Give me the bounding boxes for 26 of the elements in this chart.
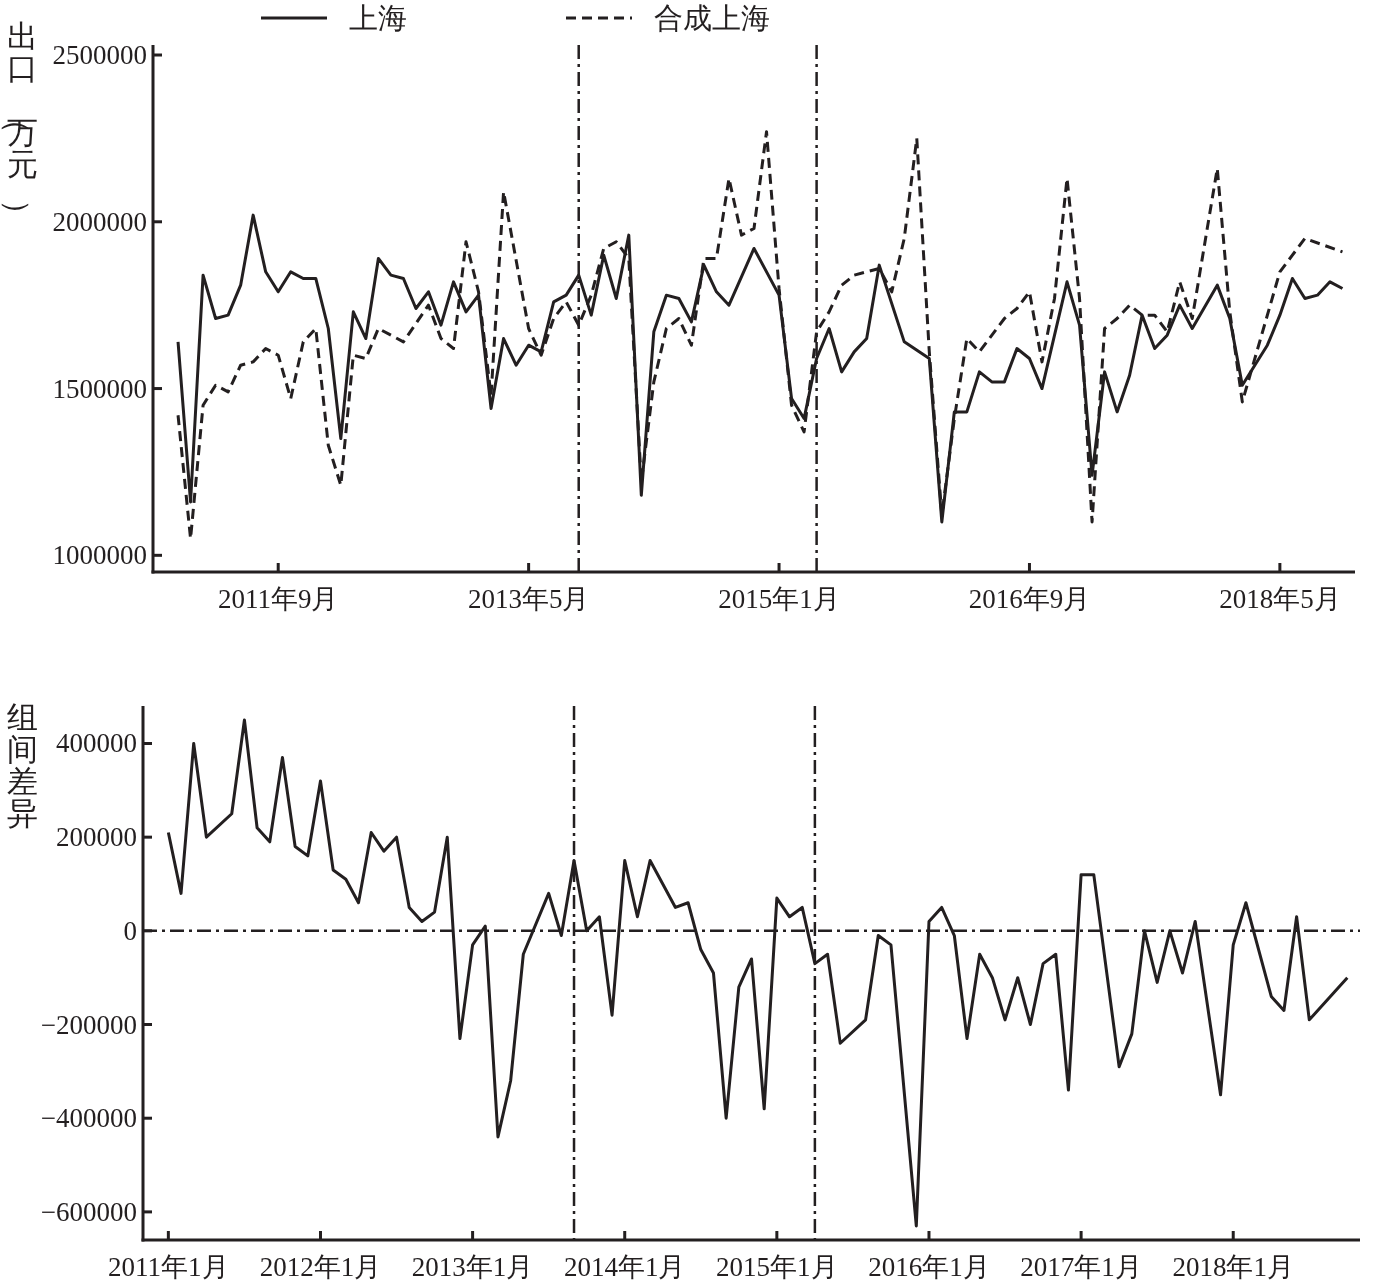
x-tick-label: 2014年1月 — [563, 1252, 686, 1282]
x-tick-label: 2011年9月 — [217, 584, 339, 614]
y-axis-title: 组间差异 — [6, 700, 38, 831]
x-tick-label: 2013年5月 — [467, 584, 590, 614]
x-tick-label: 2016年1月 — [868, 1252, 990, 1282]
y-tick-label: −200000 — [40, 1009, 137, 1040]
y-tick-label: 1000000 — [52, 540, 147, 571]
x-tick-label: 2011年1月 — [108, 1252, 229, 1282]
x-tick-label: 2015年1月 — [716, 1252, 838, 1282]
legend-label: 上海 — [349, 2, 407, 34]
y-tick-label: 0 — [123, 915, 137, 946]
y-tick-label: −400000 — [40, 1103, 137, 1134]
x-tick-label: 2016年9月 — [968, 584, 1091, 614]
y-tick-label: 2500000 — [52, 40, 147, 71]
x-tick-label: 2013年1月 — [411, 1252, 534, 1282]
y-tick-label: −600000 — [40, 1196, 137, 1227]
x-tick-label: 2017年1月 — [1020, 1252, 1142, 1282]
y-tick-label: 1500000 — [52, 373, 147, 404]
y-tick-label: 400000 — [56, 728, 137, 759]
x-tick-label: 2015年1月 — [718, 584, 840, 614]
y-tick-label: 200000 — [56, 822, 137, 853]
legend-label: 合成上海 — [654, 2, 770, 34]
x-tick-label: 2012年1月 — [259, 1252, 382, 1282]
x-tick-label: 2018年5月 — [1219, 584, 1341, 614]
y-tick-label: 2000000 — [52, 206, 147, 237]
x-tick-label: 2018年1月 — [1172, 1252, 1294, 1282]
